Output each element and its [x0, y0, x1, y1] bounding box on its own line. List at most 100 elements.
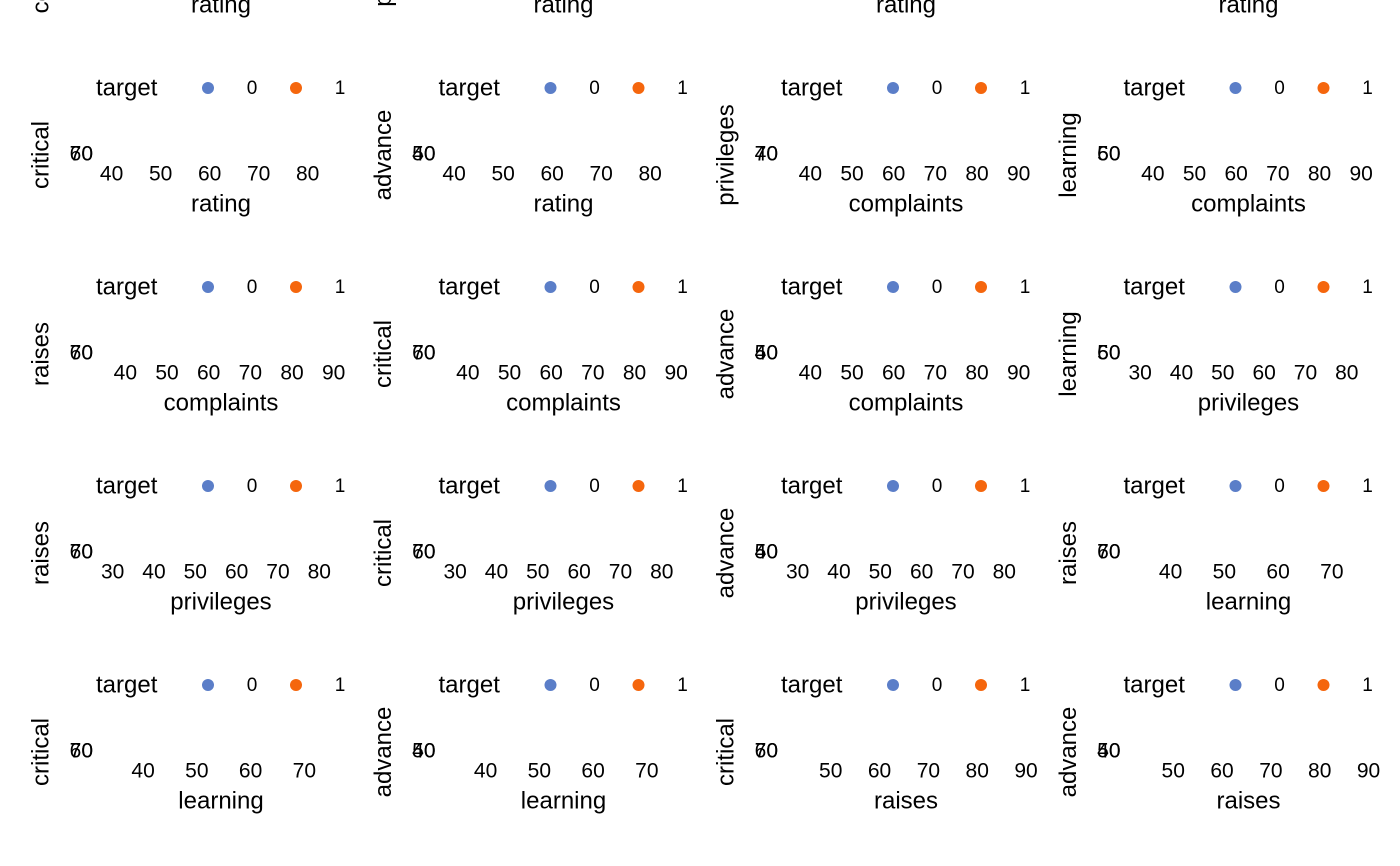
x-tick-label: 90 — [1357, 760, 1380, 783]
x-tick-label: 60 — [868, 760, 891, 783]
legend-label: 1 — [335, 78, 346, 99]
y-tick-label: 50 — [412, 740, 435, 763]
x-axis-label: rating — [191, 190, 251, 217]
x-tick-label: 40 — [485, 561, 508, 584]
x-tick-label: 60 — [882, 163, 905, 186]
y-tick-label: 50 — [1097, 740, 1120, 763]
x-tick-label: 50 — [155, 362, 178, 385]
x-tick-label: 80 — [965, 362, 988, 385]
legend-marker — [1317, 281, 1330, 293]
x-tick-label: 30 — [101, 561, 124, 584]
x-tick-label: 70 — [1259, 760, 1282, 783]
x-tick-label: 50 — [869, 561, 892, 584]
x-tick-label: 70 — [581, 362, 604, 385]
x-tick-label: 60 — [239, 760, 262, 783]
y-axis-label: raises — [1055, 521, 1082, 585]
legend-label: 0 — [247, 476, 258, 497]
legend-title: target — [439, 273, 501, 300]
panel: rating privileges — [370, 0, 594, 18]
y-tick-label: 70 — [70, 342, 93, 365]
legend-title: target — [781, 671, 843, 698]
legend-marker — [1229, 82, 1242, 94]
x-tick-label: 40 — [799, 163, 822, 186]
legend-label: 0 — [589, 476, 600, 497]
y-axis-label: critical — [27, 121, 54, 189]
y-axis-label: critical — [712, 718, 739, 786]
x-tick-label: 30 — [786, 561, 809, 584]
x-tick-label: 70 — [589, 163, 612, 186]
legend-marker — [544, 82, 557, 94]
x-tick-label: 90 — [1007, 163, 1030, 186]
y-tick-label: 70 — [70, 143, 93, 166]
x-tick-label: 70 — [1266, 163, 1289, 186]
legend-title: target — [781, 74, 843, 101]
x-tick-label: 80 — [296, 163, 319, 186]
y-tick-label: 60 — [1097, 143, 1120, 166]
legend-title: target — [1124, 472, 1186, 499]
legend-marker — [632, 679, 645, 691]
x-tick-label: 50 — [526, 561, 549, 584]
legend-label: 0 — [589, 675, 600, 696]
legend-label: 1 — [1362, 78, 1373, 99]
x-tick-label: 40 — [827, 561, 850, 584]
x-tick-label: 90 — [1007, 362, 1030, 385]
x-tick-label: 70 — [266, 561, 289, 584]
legend-marker — [887, 82, 899, 94]
x-tick-label: 60 — [1224, 163, 1247, 186]
legend-marker — [887, 281, 899, 293]
x-tick-label: 40 — [142, 561, 165, 584]
y-tick-label: 60 — [412, 342, 435, 365]
x-tick-label: 30 — [1128, 362, 1151, 385]
y-tick-label: 60 — [70, 541, 93, 564]
x-tick-label: 30 — [443, 561, 466, 584]
y-tick-label: 60 — [70, 740, 93, 763]
x-tick-label: 90 — [1014, 760, 1037, 783]
legend-label: 0 — [1274, 78, 1285, 99]
x-tick-label: 40 — [456, 362, 479, 385]
x-tick-label: 80 — [280, 362, 303, 385]
legend-label: 1 — [1020, 78, 1031, 99]
legend-marker — [202, 281, 214, 293]
x-tick-label: 90 — [664, 362, 687, 385]
y-axis-label: advance — [370, 707, 397, 798]
legend-label: 1 — [677, 476, 688, 497]
legend-label: 0 — [932, 675, 943, 696]
x-tick-label: 60 — [1210, 760, 1233, 783]
legend-label: 1 — [1362, 476, 1373, 497]
x-tick-label: 40 — [474, 760, 497, 783]
x-tick-label: 60 — [540, 163, 563, 186]
legend-label: 1 — [1020, 277, 1031, 298]
legend-title: target — [1124, 671, 1186, 698]
x-tick-label: 50 — [498, 362, 521, 385]
legend-marker — [1229, 480, 1242, 492]
legend-label: 1 — [677, 78, 688, 99]
legend-title: target — [96, 472, 158, 499]
x-axis-label: privileges — [855, 588, 956, 615]
y-tick-label: 40 — [755, 143, 778, 166]
x-axis-label: learning — [521, 787, 606, 814]
panel: ratinglearning — [876, 0, 936, 18]
legend-marker — [975, 679, 987, 691]
legend-marker — [202, 82, 214, 94]
y-tick-label: 70 — [412, 541, 435, 564]
legend-label: 0 — [247, 675, 258, 696]
y-axis-label: raises — [27, 521, 54, 585]
x-tick-label: 80 — [993, 561, 1016, 584]
legend-marker — [887, 480, 899, 492]
y-axis-label: advance — [712, 508, 739, 599]
y-tick-label: 50 — [755, 342, 778, 365]
y-tick-label: 70 — [1097, 541, 1120, 564]
x-tick-label: 50 — [1211, 362, 1234, 385]
x-tick-label: 70 — [917, 760, 940, 783]
panel: rating — [1218, 0, 1278, 18]
x-tick-label: 40 — [100, 163, 123, 186]
legend-marker — [290, 679, 302, 691]
y-tick-label: 60 — [70, 143, 93, 166]
x-axis-label: rating — [876, 0, 936, 18]
